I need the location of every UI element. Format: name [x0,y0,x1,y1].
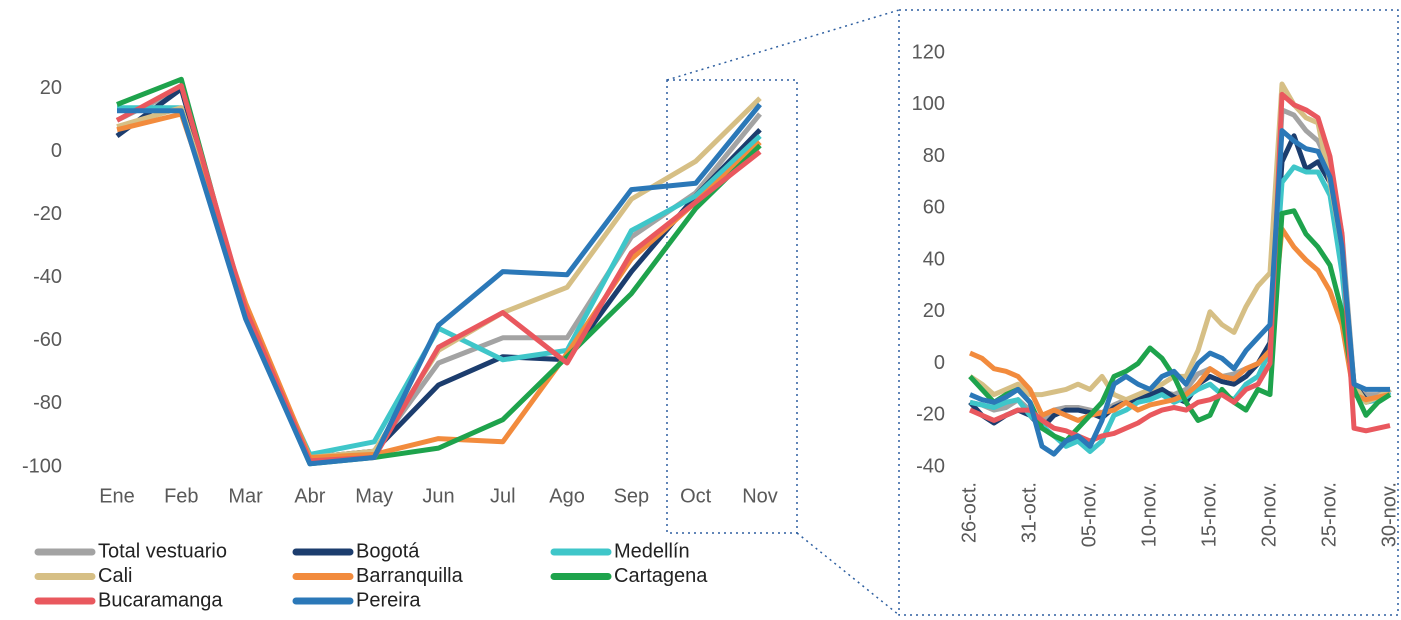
x-tick-label: Oct [680,485,712,507]
y-tick-label: 120 [912,41,945,63]
y-tick-label: -80 [33,392,62,414]
series-line [116,111,762,460]
series-line [969,91,1391,444]
legend-label: Medellín [614,540,690,562]
y-tick-label: 40 [923,248,945,270]
series-line [969,128,1390,457]
series-line [117,105,762,457]
legend-label: Cartagena [614,565,708,587]
series-line [968,208,1392,444]
legend-label: Bucaramanga [98,589,223,611]
x-tick-label: 10-nov. [1138,482,1160,547]
legend-label: Barranquilla [356,565,464,587]
y-tick-label: 20 [923,300,945,322]
y-tick-label: -60 [33,329,62,351]
series-line [115,83,762,464]
series-line [115,86,762,460]
zoom-connector [666,9,900,81]
series-line [969,226,1391,423]
legend-label: Cali [98,565,132,587]
series-line [116,76,762,467]
legend: Total vestuario Bogotá Medellín Cali Barranq… [34,540,708,611]
y-tick-label: 100 [912,93,945,115]
x-tick-label: Nov [742,485,778,507]
y-tick-label: -20 [33,203,62,225]
x-tick-label: Jun [422,485,454,507]
legend-label: Bogotá [356,540,420,562]
y-tick-label: 20 [40,77,62,99]
series-line [115,86,762,460]
x-tick-label: 05-nov. [1078,482,1100,547]
zoom-box [666,79,798,534]
x-tick-label: Feb [164,485,198,507]
y-tick-label: -100 [22,455,62,477]
y-tick-label: 0 [51,140,62,162]
y-tick-label: -20 [916,404,945,426]
x-tick-label: Mar [228,485,263,507]
x-tick-label: Jul [490,485,516,507]
x-tick-label: Sep [614,485,650,507]
x-tick-label: 31-oct. [1018,482,1040,543]
x-tick-label: 30-nov. [1378,482,1400,547]
series-line [116,96,762,460]
series-line [968,81,1392,405]
x-tick-label: Abr [294,485,325,507]
x-tick-label: May [355,485,393,507]
legend-label: Pereira [356,589,421,611]
y-tick-label: -40 [916,455,945,477]
legend-label: Total vestuario [98,540,227,562]
x-tick-label: Ago [549,485,585,507]
y-tick-label: 80 [923,145,945,167]
series-line [117,102,762,467]
y-tick-label: -40 [33,266,62,288]
x-tick-label: 15-nov. [1198,482,1220,547]
x-tick-label: Ene [99,485,135,507]
x-tick-label: 20-nov. [1258,482,1280,547]
y-tick-label: 0 [934,352,945,374]
x-tick-label: 26-oct. [958,482,980,543]
zoom-connector [796,532,900,616]
y-tick-label: 60 [923,197,945,219]
x-tick-label: 25-nov. [1318,482,1340,547]
